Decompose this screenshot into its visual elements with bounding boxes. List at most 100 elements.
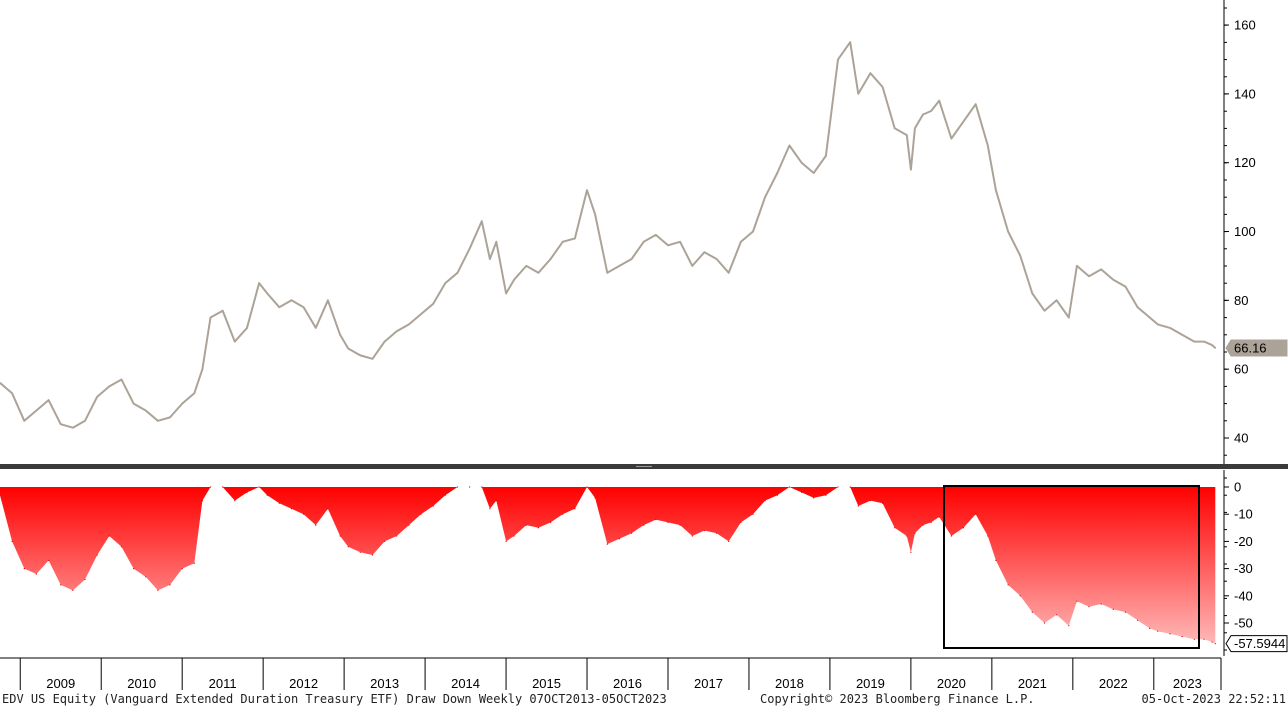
drawdown-series-area <box>0 487 1216 644</box>
price-y-tick-label: 80 <box>1234 293 1248 308</box>
drawdown-point <box>108 535 110 537</box>
drawdown-point <box>906 535 908 537</box>
x-tick-label: 2015 <box>532 676 561 690</box>
x-tick-label: 2022 <box>1099 676 1128 690</box>
price-point <box>489 258 491 260</box>
drawdown-point <box>788 486 791 488</box>
price-point <box>1136 306 1139 309</box>
drawdown-point <box>606 543 608 545</box>
drawdown-point <box>234 500 236 502</box>
drawdown-point <box>347 546 349 548</box>
footer-title: EDV US Equity (Vanguard Extended Duratio… <box>2 692 667 706</box>
price-point <box>606 272 609 274</box>
drawdown-point <box>278 502 280 504</box>
price-point <box>420 313 422 315</box>
drawdown-point <box>359 551 361 553</box>
drawdown-point <box>594 497 596 499</box>
price-point <box>893 127 896 130</box>
price-last-value-tag-label: 66.16 <box>1234 340 1267 355</box>
drawdown-point <box>825 494 827 496</box>
drawdown-y-tick-label: -30 <box>1234 561 1253 576</box>
drawdown-point <box>562 513 564 515</box>
drawdown-point <box>849 486 851 488</box>
drawdown-point <box>23 568 25 570</box>
drawdown-point <box>869 500 872 502</box>
x-tick-label: 2017 <box>694 676 723 690</box>
drawdown-point <box>456 486 459 488</box>
x-tick-label: 2014 <box>451 676 480 690</box>
drawdown-point <box>1068 625 1070 627</box>
drawdown-point <box>1019 595 1021 597</box>
drawdown-point <box>618 538 621 540</box>
footer-copyright: Copyright© 2023 Bloomberg Finance L.P. <box>760 692 1035 706</box>
price-point <box>1203 340 1205 343</box>
drawdown-point <box>752 513 754 515</box>
price-point <box>938 99 940 102</box>
price-point <box>1214 347 1217 349</box>
drawdown-point <box>962 527 965 529</box>
drawdown-point <box>525 524 527 526</box>
price-point <box>193 392 196 395</box>
drawdown-point <box>11 540 13 543</box>
price-point <box>11 392 13 395</box>
price-point <box>764 196 766 198</box>
price-point <box>1055 299 1058 302</box>
drawdown-point <box>444 494 446 496</box>
drawdown-point <box>495 500 497 502</box>
x-tick-label: 2011 <box>209 676 237 690</box>
price-point <box>1112 278 1115 281</box>
price-point <box>594 213 596 216</box>
drawdown-point <box>0 494 1 496</box>
panel-divider-grip[interactable] <box>636 466 652 467</box>
price-point <box>776 172 779 174</box>
drawdown-y-tick-label: -10 <box>1234 507 1253 522</box>
price-point <box>258 282 260 284</box>
price-point <box>715 258 718 260</box>
drawdown-point <box>120 546 123 548</box>
drawdown-point <box>1056 614 1058 616</box>
price-point <box>371 358 374 360</box>
price-point <box>1100 268 1102 271</box>
x-tick-label: 2020 <box>937 676 966 690</box>
price-point <box>630 258 633 260</box>
price-point <box>327 299 329 302</box>
drawdown-point <box>631 532 633 534</box>
price-point <box>59 423 62 426</box>
price-point <box>752 230 754 233</box>
drawdown-point <box>930 521 932 524</box>
drawdown-last-value-tag-shape <box>1225 635 1288 653</box>
drawdown-point <box>938 516 940 518</box>
drawdown-point <box>837 486 839 488</box>
price-point <box>395 330 398 333</box>
x-tick-label: 2010 <box>127 676 156 690</box>
drawdown-point <box>145 576 147 578</box>
drawdown-point <box>1214 643 1216 645</box>
price-point <box>837 58 839 61</box>
price-point <box>825 155 827 157</box>
drawdown-point <box>84 578 86 581</box>
price-point <box>691 265 694 267</box>
x-tick-label: 2019 <box>856 676 885 690</box>
drawdown-point <box>987 535 989 537</box>
drawdown-point <box>975 513 977 515</box>
price-point <box>574 237 576 240</box>
footer-timestamp: 05-Oct-2023 22:52:11 <box>1141 692 1287 706</box>
price-point <box>869 72 872 74</box>
drawdown-point <box>1211 641 1213 643</box>
drawdown-point <box>1088 606 1090 608</box>
price-point <box>359 354 362 357</box>
drawdown-point <box>396 535 398 537</box>
drawdown-point <box>1124 611 1127 613</box>
price-point <box>513 278 515 281</box>
drawdown-point <box>209 486 212 488</box>
price-point <box>47 399 50 401</box>
price-point <box>995 189 997 191</box>
price-y-tick-label: 120 <box>1234 155 1256 170</box>
drawdown-point <box>1043 622 1046 624</box>
price-point <box>1193 340 1196 343</box>
price-point <box>169 416 171 419</box>
drawdown-point <box>1137 619 1139 621</box>
drawdown-point <box>169 584 171 586</box>
drawdown-point <box>481 486 483 488</box>
drawdown-point <box>303 513 305 515</box>
